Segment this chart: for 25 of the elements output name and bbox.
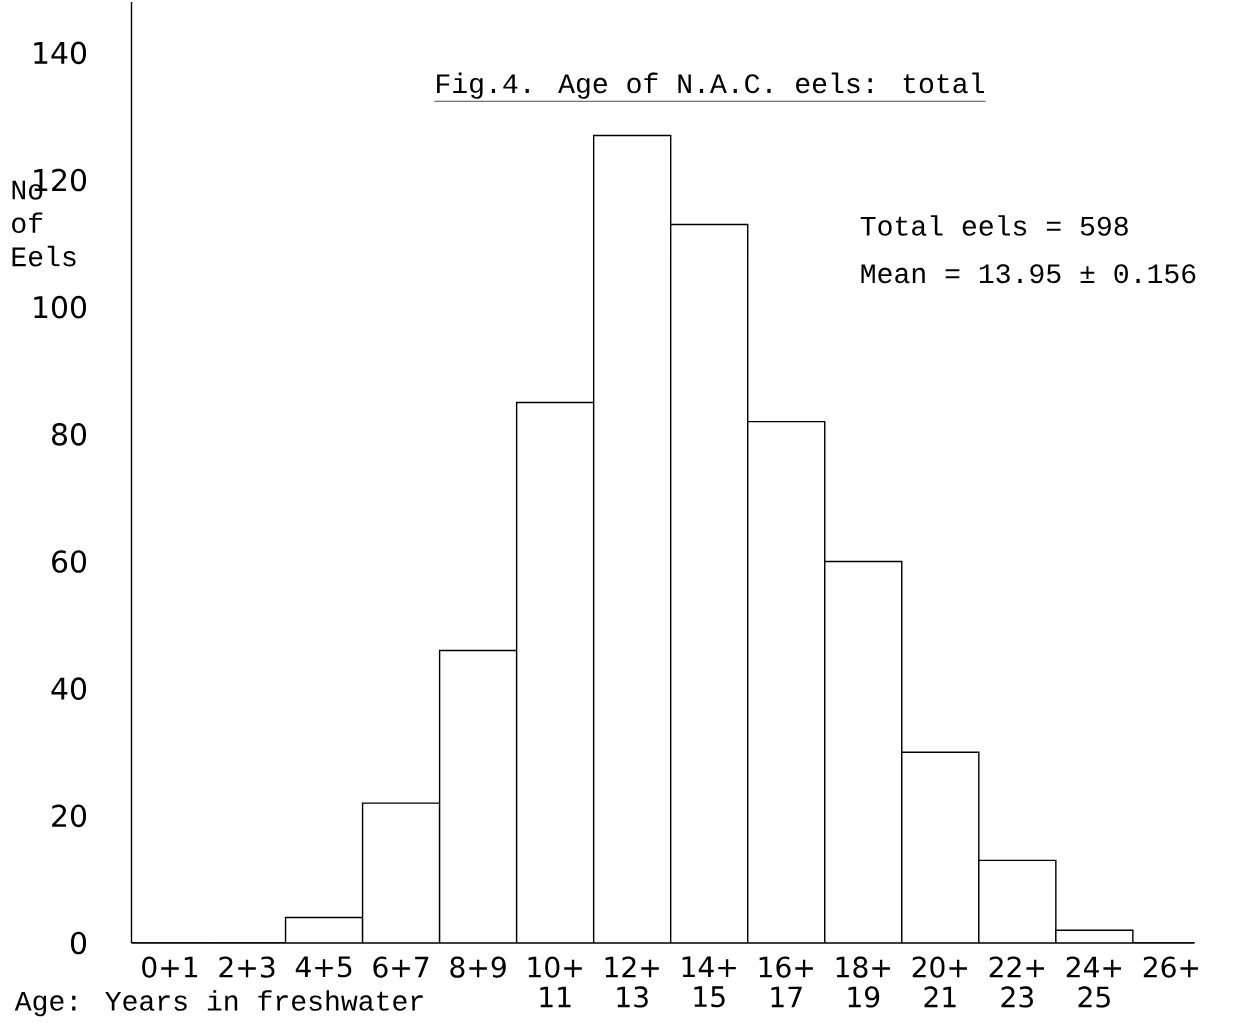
- x-tick-label: 26+: [1143, 956, 1199, 978]
- x-tick-label: 16+ 17: [759, 956, 813, 1008]
- annotation: Mean = 13.95 ± 0.156: [861, 264, 1196, 284]
- y-tick-label: 40: [51, 677, 87, 700]
- x-tick-label: 10+ 11: [528, 956, 582, 1008]
- text: Fig.4. Age of N.A.C. eels: total: [437, 72, 984, 99]
- x-axis-title: Age: Years in freshwater: [14, 990, 423, 1017]
- y-tick-label: 60: [52, 550, 87, 573]
- x-tick-label: 20+ 21: [912, 956, 967, 1008]
- x-tick-label: 0+1: [142, 956, 198, 978]
- x-tick-label: 6+7: [373, 956, 429, 978]
- x-tick-label: 4+5: [295, 956, 352, 978]
- x-tick-label: 12+ 13: [605, 956, 659, 1008]
- y-tick-label: 100: [34, 295, 87, 319]
- y-tick-label: 140: [34, 41, 87, 65]
- x-tick-label: 22+ 23: [989, 956, 1045, 1008]
- x-tick-label: 8+9: [450, 956, 506, 978]
- x-tick-label: 14+ 15: [682, 956, 736, 1008]
- x-tick-label: 2+3: [219, 956, 275, 978]
- y-tick-label: 20: [52, 804, 87, 828]
- y-tick-label: 80: [52, 423, 87, 446]
- annotation: Total eels = 598: [860, 215, 1128, 236]
- y-tick-label: 0: [70, 931, 87, 955]
- x-tick-label: 24+ 25: [1066, 956, 1122, 1008]
- x-tick-label: 18+ 19: [836, 956, 890, 1008]
